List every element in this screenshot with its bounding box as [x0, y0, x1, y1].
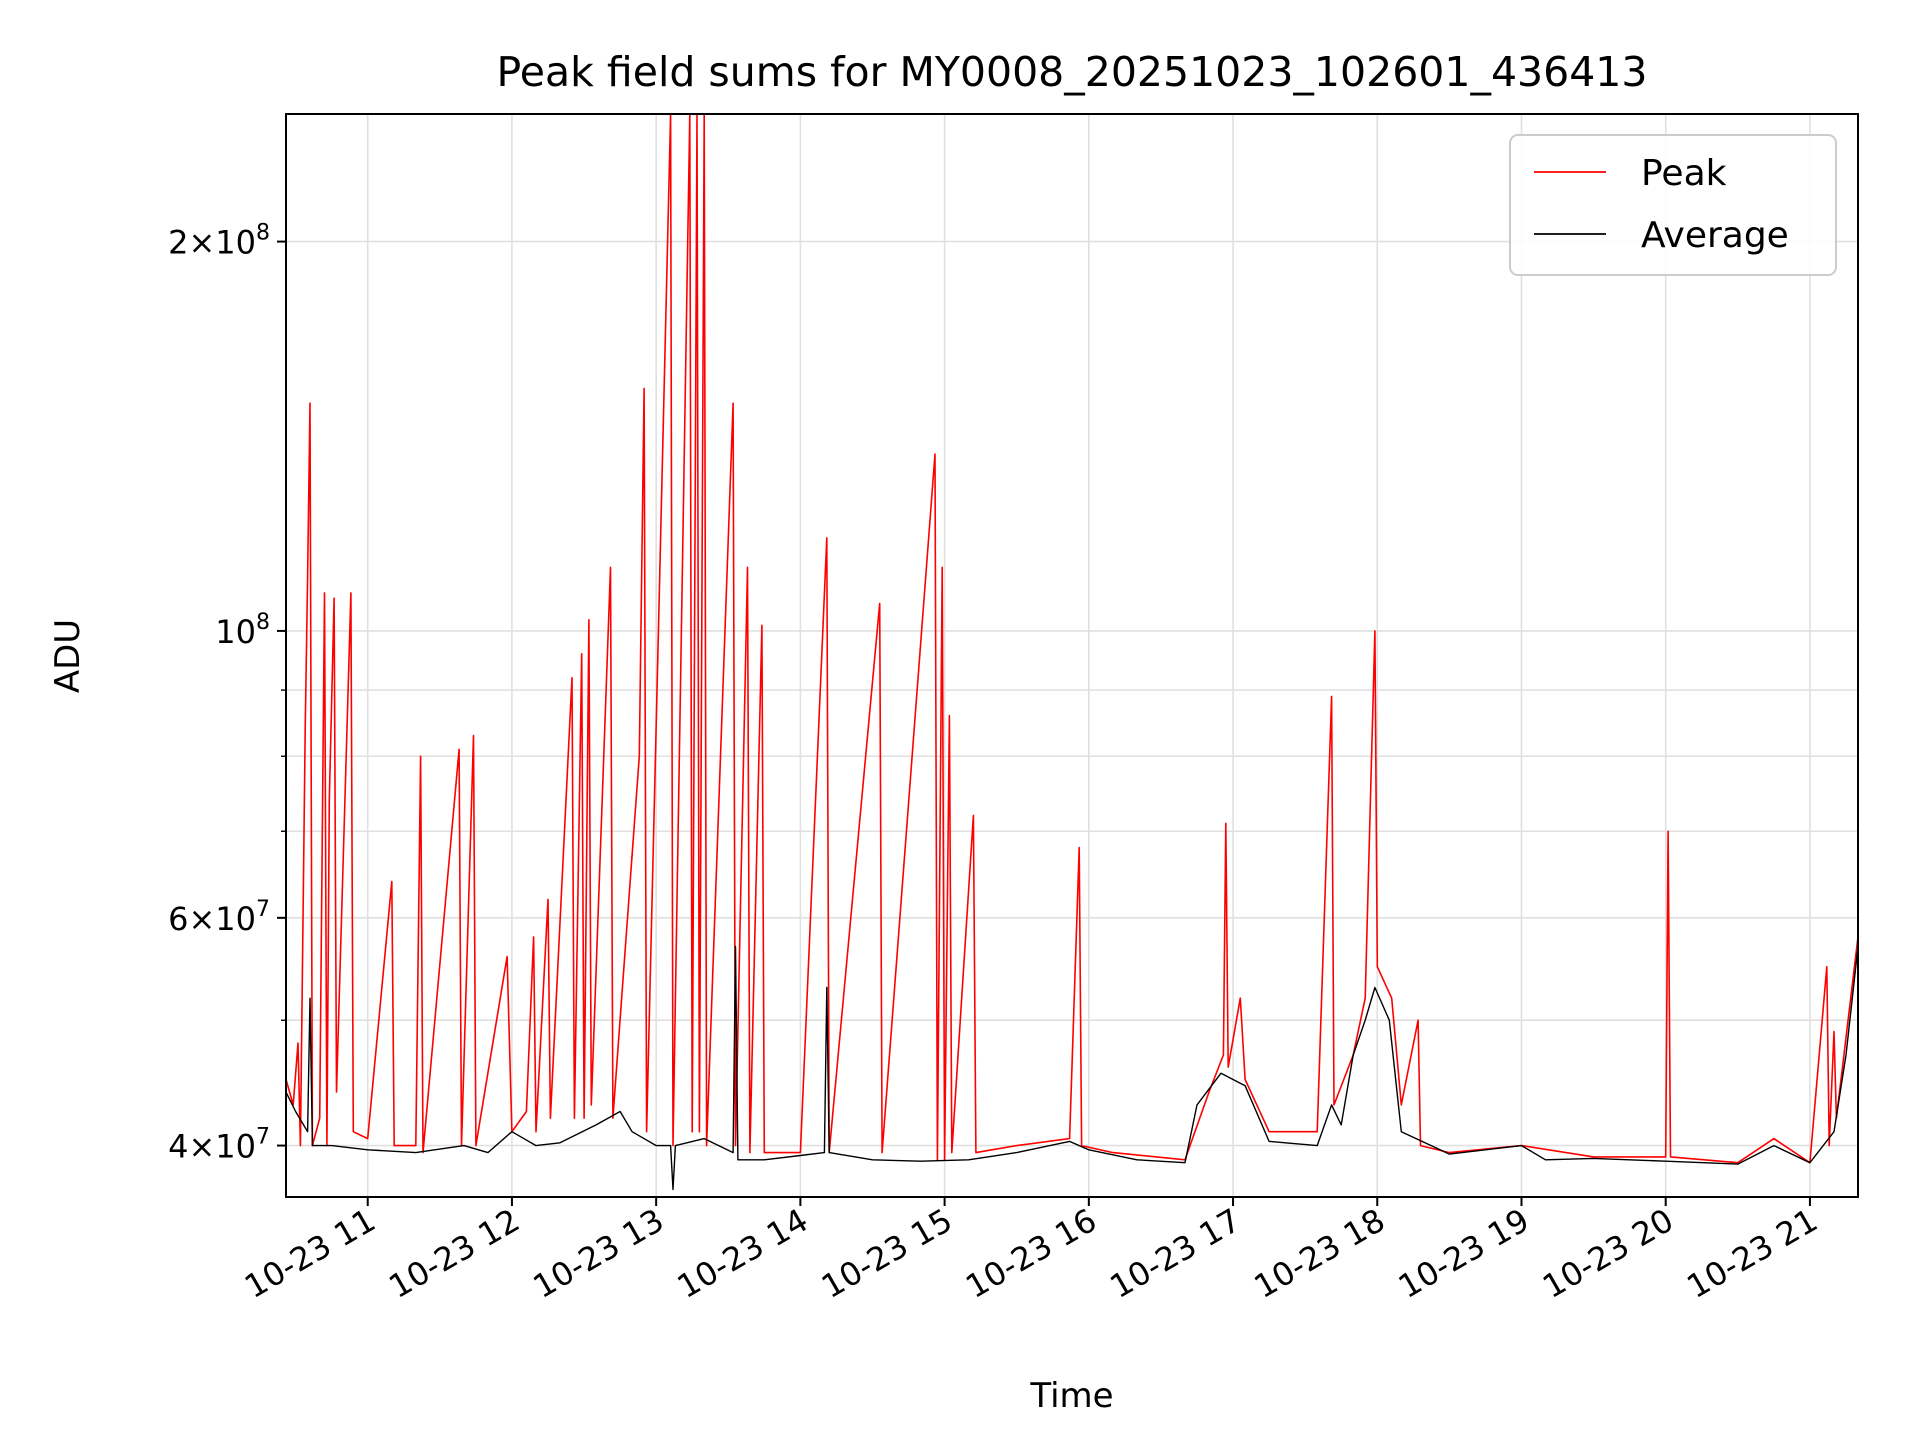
- plot-frame: [285, 113, 1859, 1198]
- legend-box: [1509, 134, 1837, 276]
- chart-title: Peak field sums for MY0008_20251023_1026…: [497, 48, 1648, 96]
- y-tick-label: 2×108: [168, 221, 270, 262]
- gridlines: [286, 114, 1858, 1197]
- y-tick-label: 6×107: [168, 897, 270, 938]
- legend-label-average: Average: [1641, 215, 1789, 256]
- y-tick-label: 108: [215, 610, 270, 651]
- x-axis-label: Time: [1029, 1376, 1113, 1416]
- series-line-average: [286, 945, 1858, 1191]
- y-axis-label: ADU: [48, 619, 88, 693]
- legend-label-peak: Peak: [1641, 153, 1727, 194]
- legend: Peak Average: [1509, 134, 1837, 276]
- series-line-peak: [286, 114, 1858, 1164]
- series-lines: [286, 114, 1858, 1191]
- y-tick-label: 4×107: [168, 1125, 270, 1166]
